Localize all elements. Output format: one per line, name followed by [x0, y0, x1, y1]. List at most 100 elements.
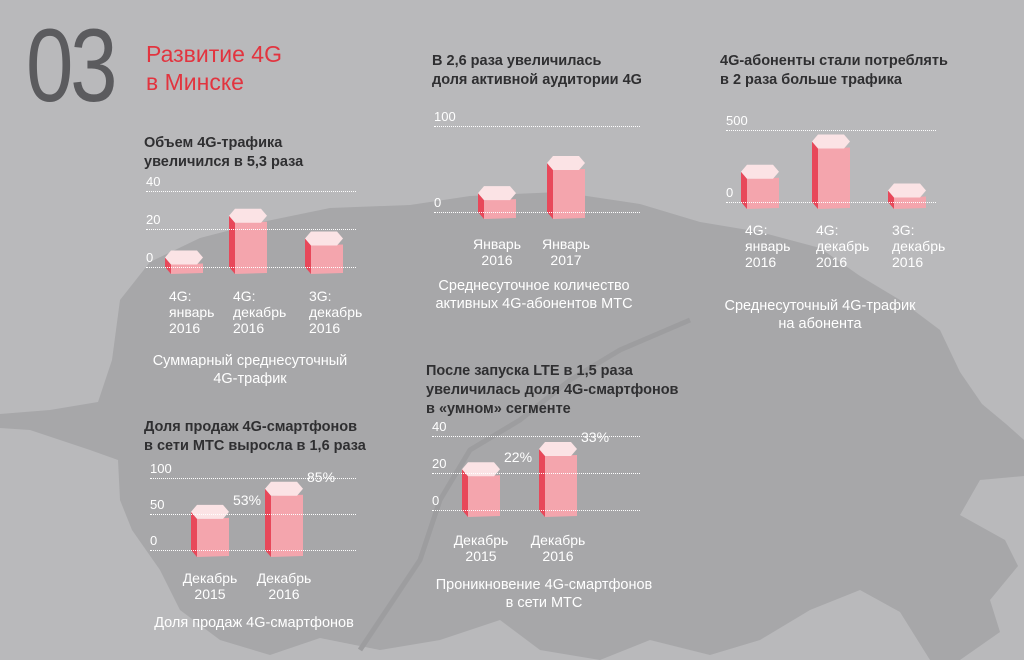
traffic-category-label-0: 4G: январь 2016: [169, 288, 239, 336]
audience-headline-line1: В 2,6 раза увеличилась: [432, 53, 602, 69]
penetration-bar-0: [462, 462, 500, 517]
traffic-tick-0: 40: [146, 174, 161, 189]
penetration-category-label-1-part-1: 2016: [542, 548, 574, 564]
per_subscriber-tick-0: 500: [726, 113, 748, 128]
audience-caption: Среднесуточное количество активных 4G-аб…: [414, 277, 654, 313]
audience-bar-1: [547, 155, 585, 219]
per_subscriber-category-label-0-part-1: январь: [745, 238, 791, 254]
sales-data-label-0: 53%: [233, 491, 262, 508]
traffic-category-label-2-part-0: 3G:: [309, 288, 332, 304]
per_subscriber-category-label-1-part-1: декабрь: [816, 238, 870, 254]
traffic-headline-line1: Объем 4G-трафика: [144, 135, 283, 151]
sales-bar-1-left-face: [265, 488, 271, 557]
sales-category-label-1-part-1: 2016: [268, 586, 300, 602]
traffic-category-label-2-part-2: 2016: [309, 320, 341, 336]
penetration-tick-2: 0: [432, 493, 440, 508]
per_subscriber-category-label-1-part-2: 2016: [816, 254, 848, 270]
traffic-bar-1: [229, 208, 267, 274]
traffic-category-label-1-part-1: декабрь: [233, 304, 287, 320]
traffic-category-label-0-part-0: 4G:: [169, 288, 192, 304]
penetration-data-label-0: 22%: [504, 449, 533, 466]
audience-bar-1-top-face: [547, 155, 585, 170]
per_subscriber-category-label-2-part-0: 3G:: [892, 222, 915, 238]
per_subscriber-gridline-1: [726, 202, 936, 203]
sales-category-label-0-part-0: Декабрь: [182, 570, 238, 586]
audience-gridline-0: [434, 126, 640, 127]
sales-caption: Доля продаж 4G-смартфонов: [124, 614, 384, 632]
traffic-gridline-2: [146, 267, 356, 268]
penetration-category-label-1: Декабрь 2016: [513, 532, 603, 564]
audience-caption-line2: активных 4G-абонентов МТС: [435, 296, 633, 312]
traffic-bar-2-front-face: [311, 244, 343, 274]
sales-bar-1: [265, 481, 303, 557]
penetration-bar-1: [539, 441, 577, 517]
traffic-bar-0-left-face: [165, 257, 171, 274]
sales-category-label-1-part-0: Декабрь: [256, 570, 312, 586]
sales-headline: Доля продаж 4G-смартфонов в сети МТС выр…: [144, 418, 366, 456]
audience-tick-1: 0: [434, 195, 442, 210]
traffic-category-label-1: 4G: декабрь 2016: [233, 288, 303, 336]
per_subscriber-bar-0-left-face: [741, 171, 747, 209]
sales-gridline-0: [150, 478, 356, 479]
sales-bar-1-top-face: [265, 481, 303, 496]
audience-bar-0: [478, 186, 516, 219]
per_subscriber-category-label-2: 3G: декабрь 2016: [892, 222, 962, 270]
audience-gridline-1: [434, 212, 640, 213]
penetration-bar-1-left-face: [539, 448, 545, 517]
sales-headline-line1: Доля продаж 4G-смартфонов: [144, 419, 358, 435]
per_subscriber-category-label-1-part-0: 4G:: [816, 222, 839, 238]
per-subscriber-headline: 4G-абоненты стали потреблять в 2 раза бо…: [720, 52, 948, 90]
traffic-bar-0: [165, 250, 203, 274]
penetration-gridline-2: [432, 510, 640, 511]
per_subscriber-tick-1: 0: [726, 185, 734, 200]
audience-headline-line2: доля активной аудитории 4G: [432, 72, 642, 88]
penetration-headline-line3: в «умном» сегменте: [426, 401, 571, 417]
traffic-tick-2: 0: [146, 250, 154, 265]
penetration-bar-1-front-face: [545, 454, 577, 517]
penetration-caption-line2: в сети МТС: [505, 595, 583, 611]
penetration-gridline-1: [432, 473, 640, 474]
section-title: Развитие 4G в Минске: [146, 40, 282, 96]
penetration-category-label-0-part-0: Декабрь: [453, 532, 509, 548]
penetration-tick-0: 40: [432, 419, 447, 434]
traffic-bar-2-left-face: [305, 238, 311, 274]
audience-bar-1-left-face: [547, 162, 553, 219]
per-subscriber-caption-line1: Среднесуточный 4G-трафик: [724, 298, 916, 314]
section-number: 03: [26, 8, 118, 124]
sales-category-label-0: Декабрь 2015: [165, 570, 255, 602]
per_subscriber-category-label-2-part-1: декабрь: [892, 238, 946, 254]
traffic-headline: Объем 4G-трафика увеличился в 5,3 раза: [144, 134, 303, 172]
section-title-line1: Развитие 4G: [146, 41, 282, 67]
audience-category-label-0-part-0: Январь: [473, 236, 521, 252]
penetration-bar-0-front-face: [468, 475, 500, 517]
per-subscriber-headline-line2: в 2 раза больше трафика: [720, 72, 902, 88]
sales-bar-0: [191, 504, 229, 557]
per_subscriber-bar-1-front-face: [818, 147, 850, 209]
traffic-gridline-0: [146, 191, 356, 192]
penetration-bar-0-top-face: [462, 462, 500, 477]
sales-data-label-1: 85%: [307, 468, 336, 485]
penetration-bar-1-top-face: [539, 441, 577, 456]
per_subscriber-category-label-0: 4G: январь 2016: [745, 222, 815, 270]
per_subscriber-bar-2: [888, 183, 926, 209]
penetration-category-label-0-part-1: 2015: [465, 548, 497, 564]
sales-tick-1: 50: [150, 497, 165, 512]
sales-bar-0-front-face: [197, 517, 229, 557]
audience-bar-0-top-face: [478, 186, 516, 201]
sales-headline-line2: в сети МТС выросла в 1,6 раза: [144, 438, 366, 454]
per_subscriber-category-label-2-part-2: 2016: [892, 254, 924, 270]
penetration-gridline-0: [432, 436, 640, 437]
sales-category-label-1: Декабрь 2016: [239, 570, 329, 602]
sales-tick-0: 100: [150, 461, 172, 476]
per-subscriber-caption: Среднесуточный 4G-трафик на абонента: [700, 297, 940, 333]
penetration-category-label-1-part-0: Декабрь: [530, 532, 586, 548]
per_subscriber-bar-1-left-face: [812, 141, 818, 209]
audience-category-label-1: Январь 2017: [526, 236, 606, 268]
traffic-category-label-2: 3G: декабрь 2016: [309, 288, 379, 336]
sales-bar-1-front-face: [271, 494, 303, 557]
traffic-bar-1-left-face: [229, 215, 235, 274]
penetration-data-label-1: 33%: [581, 428, 610, 445]
audience-bar-1-front-face: [553, 168, 585, 219]
